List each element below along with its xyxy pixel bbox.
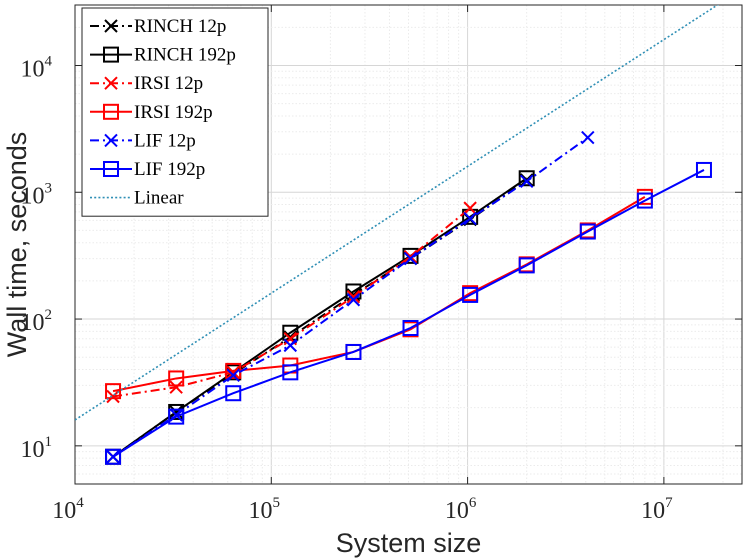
data-point — [169, 380, 183, 394]
y-tick-exponent: 1 — [45, 434, 53, 450]
data-point — [105, 448, 122, 465]
x-tick-label: 107 — [641, 495, 673, 524]
legend-item: IRSI 192p — [90, 102, 213, 123]
data-point — [168, 408, 185, 425]
data-point — [283, 338, 298, 353]
data-point — [518, 170, 535, 187]
series-line — [112, 179, 528, 458]
legend-label: RINCH 12p — [134, 16, 226, 37]
data-point — [636, 192, 653, 209]
series-line — [112, 177, 528, 458]
x-tick-label: 105 — [249, 495, 281, 524]
x-tick-exponent: 6 — [469, 495, 477, 511]
x-tick-exponent: 5 — [273, 495, 281, 511]
data-point — [403, 251, 418, 266]
grid — [74, 4, 742, 485]
data-point — [346, 290, 361, 304]
data-point — [581, 130, 595, 145]
x-tick-exponent: 4 — [76, 495, 84, 511]
legend-item: LIF 192p — [90, 159, 205, 180]
legend-item: LIF 12p — [90, 130, 196, 151]
data-point — [463, 201, 477, 215]
data-point — [106, 450, 120, 464]
series-lif-192p — [105, 161, 712, 465]
series-line — [112, 169, 705, 458]
y-axis-label: Wall time, seconds — [2, 132, 32, 358]
series-layer — [75, 5, 719, 465]
series-irsi-192p — [105, 188, 653, 400]
legend-marker — [103, 161, 119, 177]
legend-label: LIF 192p — [134, 159, 205, 180]
y-tick-base: 10 — [21, 56, 45, 82]
data-point — [402, 247, 419, 264]
legend-marker — [104, 76, 118, 90]
y-tick-label: 101 — [21, 434, 53, 463]
legend-label: IRSI 12p — [134, 73, 203, 94]
y-tick-base: 10 — [21, 183, 45, 209]
x-tick-label: 104 — [52, 495, 84, 524]
series-irsi-12p — [106, 201, 477, 404]
data-point — [345, 343, 362, 360]
x-tick-base: 10 — [52, 498, 76, 524]
x-tick-label: 106 — [445, 495, 477, 524]
data-point — [282, 364, 299, 381]
legend-item: RINCH 12p — [90, 16, 226, 37]
y-tick-label: 102 — [21, 307, 53, 336]
series-line — [112, 207, 471, 398]
x-tick-base: 10 — [445, 498, 469, 524]
data-point — [346, 293, 361, 307]
axes-box — [74, 4, 743, 485]
data-point — [403, 250, 418, 264]
data-point — [225, 385, 242, 402]
y-tick-exponent: 3 — [45, 180, 53, 196]
legend-label: RINCH 192p — [134, 45, 236, 66]
legend-marker — [103, 103, 119, 120]
y-tick-label: 104 — [21, 53, 53, 82]
data-point — [402, 320, 419, 337]
y-tick-label: 103 — [21, 180, 53, 209]
legend-marker — [104, 133, 118, 148]
legend-label: LIF 12p — [134, 130, 196, 151]
data-point — [579, 223, 596, 240]
x-tick-exponent: 7 — [665, 495, 673, 511]
data-point — [106, 389, 120, 404]
data-point — [226, 368, 240, 383]
legend-label: IRSI 192p — [134, 102, 213, 123]
legend: RINCH 12p RINCH 192p IRSI 12p IRSI 192p LIF … — [81, 7, 269, 217]
y-tick-base: 10 — [21, 437, 45, 463]
x-axis-label: System size — [336, 528, 482, 558]
series-lif-12p — [106, 130, 595, 464]
legend-item: RINCH 192p — [90, 45, 236, 66]
x-tick-base: 10 — [249, 498, 273, 524]
data-point — [518, 257, 535, 274]
data-point — [226, 365, 240, 380]
y-tick-exponent: 2 — [45, 307, 53, 323]
x-tick-base: 10 — [641, 498, 665, 524]
data-point — [519, 174, 534, 189]
y-tick-base: 10 — [21, 310, 45, 336]
legend-label: Linear — [134, 188, 184, 209]
data-point — [463, 211, 477, 226]
legend-item: Linear — [90, 188, 184, 209]
data-point — [695, 161, 712, 178]
legend-marker — [104, 19, 118, 33]
data-point — [105, 383, 122, 400]
data-point — [462, 208, 479, 225]
data-point — [168, 370, 185, 387]
legend-item: IRSI 12p — [90, 73, 203, 94]
legend-marker — [103, 46, 119, 63]
y-tick-exponent: 4 — [45, 53, 53, 69]
data-point — [462, 286, 479, 303]
